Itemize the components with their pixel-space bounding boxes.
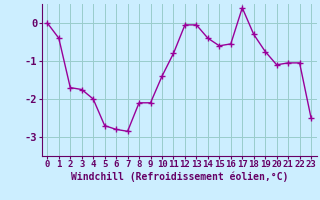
X-axis label: Windchill (Refroidissement éolien,°C): Windchill (Refroidissement éolien,°C)	[70, 172, 288, 182]
